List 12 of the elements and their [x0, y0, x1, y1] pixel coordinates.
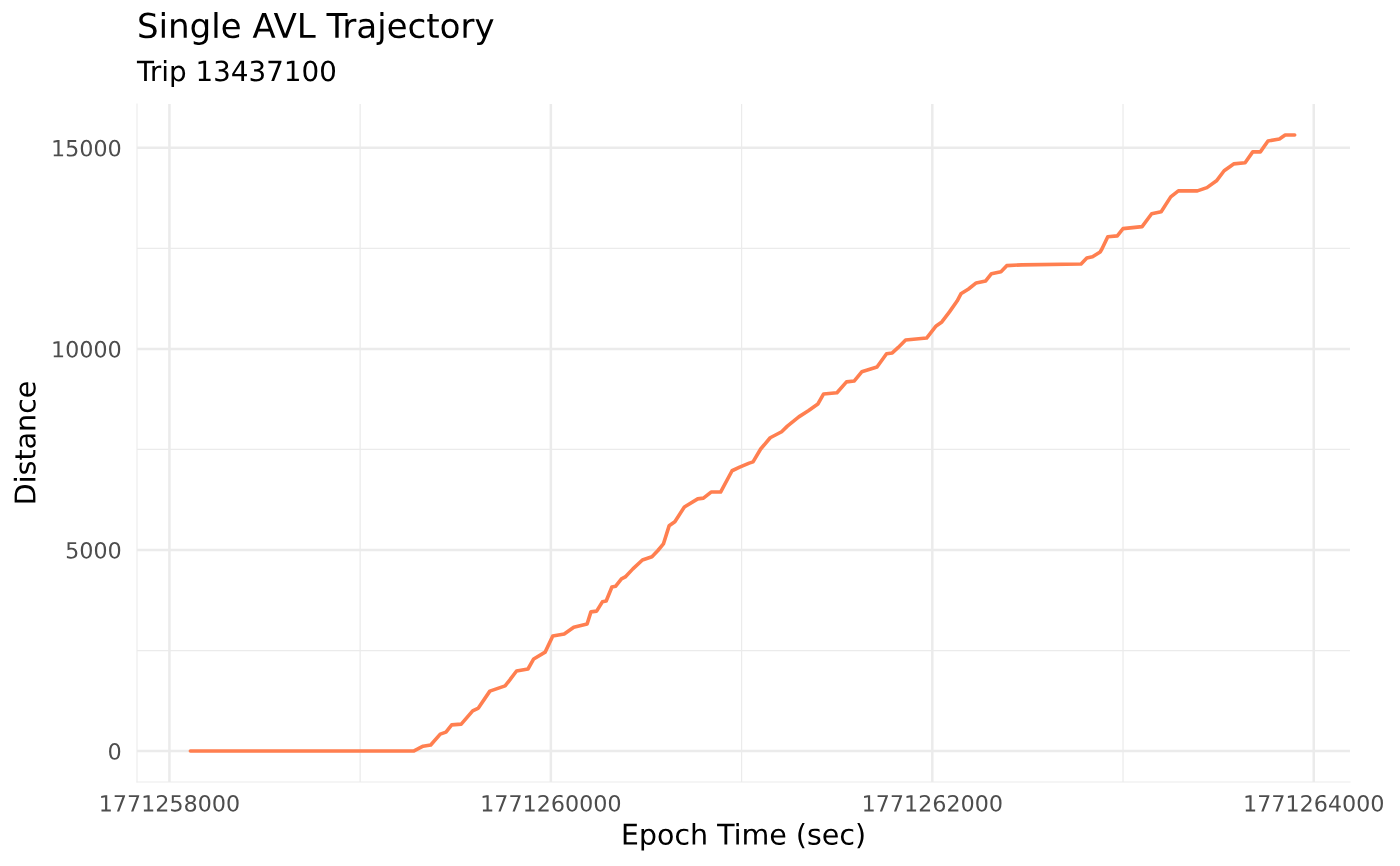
x-tick-label: 1771260000	[482, 794, 621, 812]
y-tick-label: 15000	[53, 139, 121, 157]
x-tick-label: 1771264000	[1245, 794, 1383, 812]
y-tick-label: 0	[109, 742, 121, 760]
x-axis-title: Epoch Time (sec)	[623, 822, 864, 851]
x-tick-label: 1771258000	[101, 794, 239, 812]
chart-subtitle: Trip 13437100	[136, 60, 336, 87]
y-axis-title: Distance	[13, 382, 36, 503]
chart-title: Single AVL Trajectory	[139, 12, 494, 45]
y-tick-label: 5000	[66, 541, 121, 559]
y-tick-label: 10000	[53, 340, 121, 358]
x-tick-label: 1771262000	[864, 794, 1002, 812]
